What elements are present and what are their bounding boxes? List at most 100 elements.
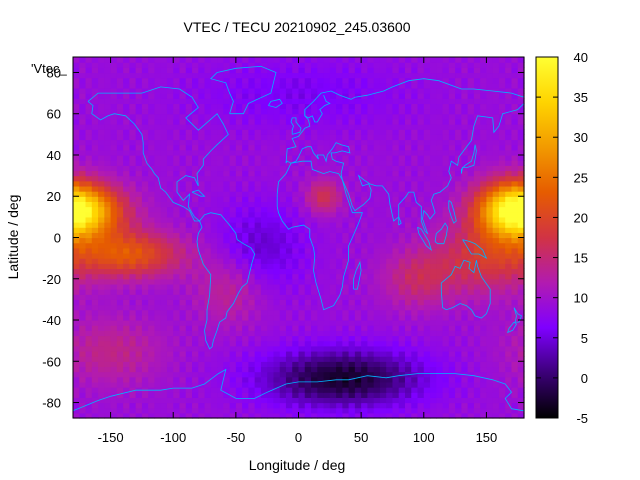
- heatmap-cell: [166, 387, 174, 393]
- heatmap-cell: [273, 103, 281, 110]
- heatmap-cell: [498, 103, 506, 110]
- heatmap-cell: [242, 170, 249, 177]
- heatmap-cell: [461, 392, 469, 398]
- heatmap-cell: [198, 82, 206, 89]
- heatmap-cell: [179, 340, 187, 347]
- heatmap-cell: [486, 62, 494, 68]
- heatmap-cell: [354, 118, 362, 125]
- heatmap-cell: [217, 335, 224, 342]
- heatmap-cell: [304, 180, 312, 187]
- heatmap-cell: [505, 237, 513, 244]
- heatmap-cell: [455, 335, 462, 342]
- heatmap-cell: [517, 356, 525, 362]
- heatmap-cell: [379, 211, 387, 218]
- heatmap-cell: [329, 289, 337, 295]
- heatmap-cell: [336, 350, 343, 357]
- heatmap-cell: [229, 196, 237, 202]
- heatmap-cell: [210, 175, 218, 182]
- heatmap-cell: [116, 252, 124, 259]
- heatmap-cell: [173, 397, 181, 404]
- heatmap-cell: [323, 87, 331, 94]
- heatmap-cell: [379, 206, 387, 213]
- heatmap-cell: [154, 103, 162, 110]
- heatmap-cell: [442, 325, 450, 331]
- heatmap-cell: [480, 247, 488, 254]
- heatmap-cell: [398, 185, 406, 192]
- heatmap-cell: [329, 93, 337, 99]
- heatmap-cell: [141, 185, 149, 192]
- heatmap-cell: [430, 227, 437, 233]
- heatmap-cell: [480, 252, 488, 259]
- heatmap-cell: [398, 191, 406, 197]
- heatmap-cell: [492, 180, 500, 187]
- heatmap-cell: [517, 283, 525, 290]
- heatmap-cell: [79, 170, 87, 177]
- heatmap-cell: [404, 412, 412, 419]
- heatmap-cell: [455, 361, 462, 368]
- heatmap-cell: [455, 345, 462, 352]
- heatmap-cell: [336, 211, 343, 218]
- heatmap-cell: [279, 108, 287, 115]
- heatmap-cell: [367, 330, 375, 337]
- heatmap-cell: [154, 67, 162, 74]
- heatmap-cell: [242, 201, 249, 208]
- heatmap-cell: [473, 320, 481, 326]
- heatmap-cell: [73, 273, 80, 280]
- heatmap-cell: [311, 314, 318, 321]
- heatmap-cell: [173, 175, 181, 182]
- heatmap-cell: [217, 376, 224, 383]
- heatmap-cell: [392, 356, 400, 362]
- heatmap-cell: [398, 98, 406, 105]
- heatmap-cell: [198, 201, 206, 208]
- heatmap-cell: [260, 201, 268, 208]
- heatmap-cell: [179, 407, 187, 414]
- heatmap-cell: [398, 387, 406, 393]
- heatmap-cell: [379, 175, 387, 182]
- heatmap-cell: [304, 196, 312, 202]
- heatmap-cell: [229, 144, 237, 151]
- heatmap-cell: [242, 185, 249, 192]
- heatmap-cell: [235, 232, 243, 239]
- heatmap-cell: [436, 211, 444, 218]
- heatmap-cell: [361, 170, 368, 177]
- heatmap-cell: [110, 134, 118, 141]
- heatmap-cell: [198, 273, 206, 280]
- heatmap-cell: [311, 201, 318, 208]
- heatmap-cell: [480, 175, 488, 182]
- heatmap-cell: [417, 180, 425, 187]
- heatmap-cell: [129, 232, 137, 239]
- heatmap-cell: [160, 227, 168, 233]
- heatmap-cell: [273, 232, 281, 239]
- heatmap-cell: [498, 149, 506, 156]
- heatmap-cell: [79, 299, 87, 306]
- heatmap-cell: [254, 350, 262, 357]
- heatmap-cell: [254, 87, 262, 94]
- heatmap-cell: [486, 139, 494, 146]
- heatmap-cell: [148, 191, 156, 197]
- heatmap-cell: [135, 330, 143, 337]
- heatmap-cell: [311, 330, 318, 337]
- heatmap-cell: [304, 170, 312, 177]
- heatmap-cell: [185, 201, 193, 208]
- heatmap-cell: [304, 268, 312, 275]
- heatmap-cell: [354, 345, 362, 352]
- heatmap-cell: [110, 387, 118, 393]
- heatmap-cell: [110, 211, 118, 218]
- heatmap-cell: [436, 118, 444, 125]
- heatmap-cell: [73, 62, 80, 68]
- heatmap-cell: [292, 72, 300, 79]
- heatmap-cell: [210, 154, 218, 161]
- heatmap-cell: [467, 144, 475, 151]
- heatmap-cell: [505, 82, 513, 89]
- heatmap-cell: [123, 402, 130, 409]
- heatmap-cell: [461, 304, 469, 311]
- heatmap-cell: [223, 387, 231, 393]
- heatmap-cell: [179, 118, 187, 125]
- heatmap-cell: [430, 196, 437, 202]
- heatmap-cell: [192, 268, 199, 275]
- heatmap-cell: [279, 376, 287, 383]
- heatmap-cell: [242, 273, 249, 280]
- heatmap-cell: [361, 361, 368, 368]
- heatmap-cell: [185, 93, 193, 99]
- heatmap-cell: [404, 180, 412, 187]
